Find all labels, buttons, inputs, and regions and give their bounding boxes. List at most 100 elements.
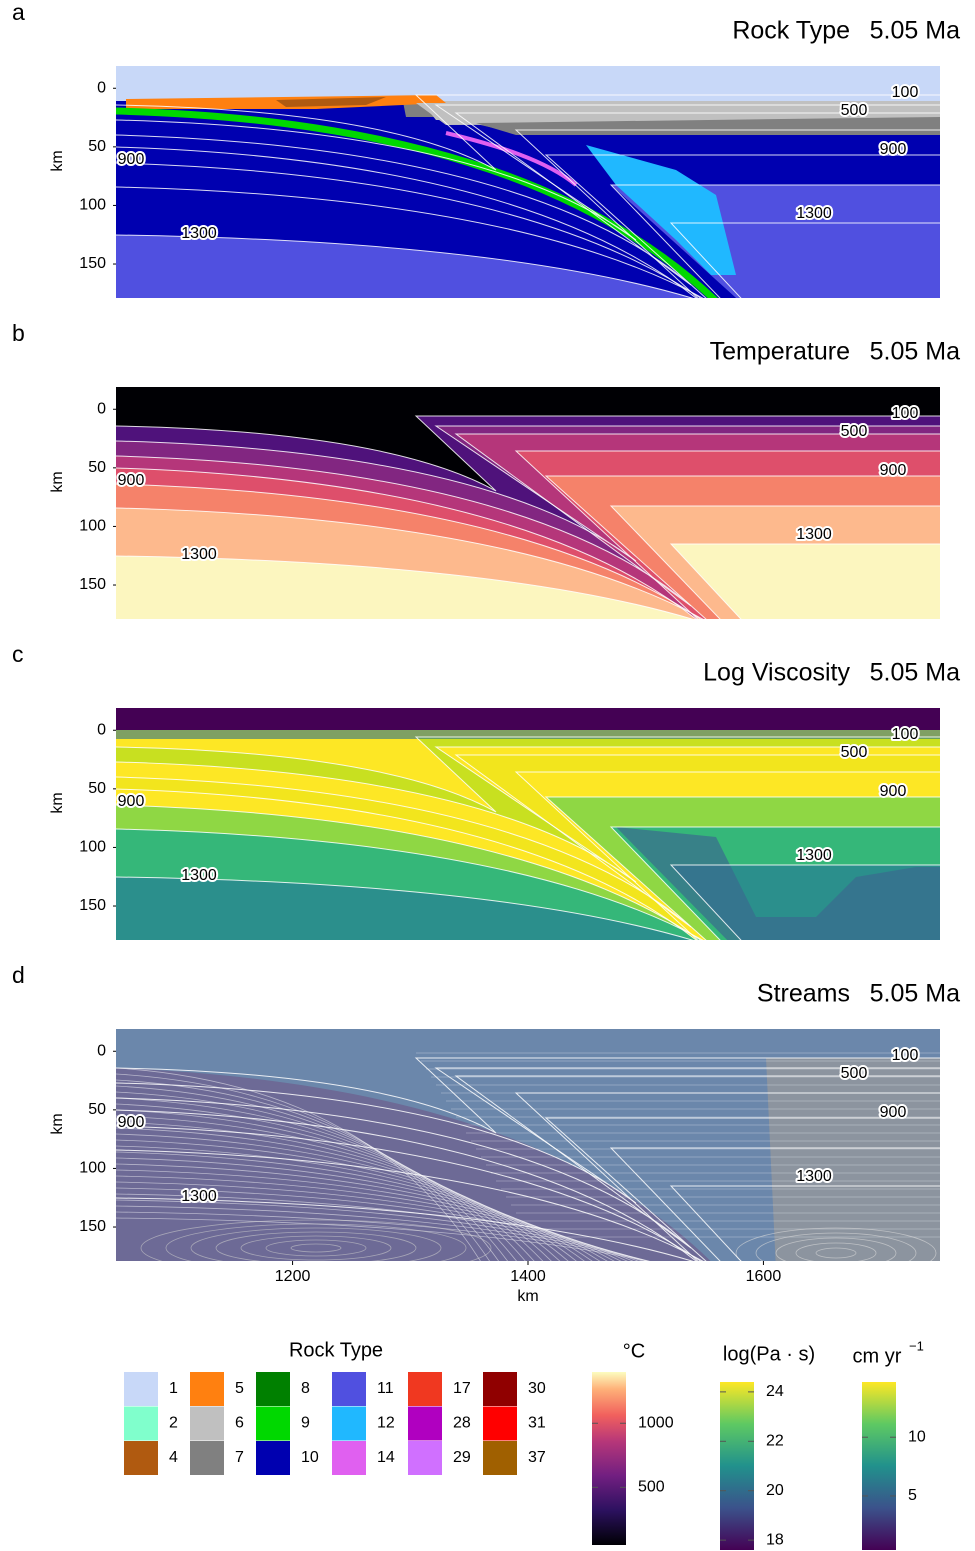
y-tick-label: 50 xyxy=(88,780,106,797)
isotherm xyxy=(116,129,940,298)
isotherm-label: 500 xyxy=(841,1065,868,1082)
slab-flow xyxy=(116,1029,940,1261)
y-tick-label: 50 xyxy=(88,459,106,476)
isotherm-label: 1300 xyxy=(181,225,217,242)
y-tick-label: 150 xyxy=(79,1218,106,1235)
legend-swatch xyxy=(408,1441,442,1475)
streamline xyxy=(116,1205,650,1261)
isotherm-label: 100 xyxy=(892,84,919,101)
isotherm xyxy=(116,864,940,940)
legend-swatch xyxy=(483,1441,517,1475)
legend-label: 1 xyxy=(169,1380,178,1397)
isotherm-label: 900 xyxy=(118,1114,145,1131)
eddy xyxy=(190,1227,442,1261)
y-tick-label: 0 xyxy=(97,400,106,417)
weak-wedge xyxy=(616,827,940,940)
isotherm xyxy=(116,746,940,883)
right-flow xyxy=(766,1058,940,1261)
field xyxy=(116,66,940,298)
streamline xyxy=(116,1211,651,1261)
isotherm-label: 1300 xyxy=(796,205,832,222)
legend-label: 9 xyxy=(301,1415,310,1432)
colorbar-tick-label: 500 xyxy=(638,1479,665,1496)
streamline xyxy=(116,1079,499,1261)
streamline xyxy=(116,1073,490,1261)
streamline xyxy=(116,1181,634,1261)
panel-title: Streams xyxy=(757,980,850,1008)
isotherm xyxy=(116,475,940,619)
isotherm xyxy=(116,505,940,619)
isotherm-label: 500 xyxy=(841,102,868,119)
colorbar-label: log(Pa · s) xyxy=(723,1343,815,1365)
x-tick-label: 1600 xyxy=(746,1268,782,1285)
eddy xyxy=(735,1227,937,1261)
legend-label: 29 xyxy=(453,1449,471,1466)
streamline xyxy=(116,1115,552,1261)
y-axis-label: km xyxy=(49,471,66,492)
y-tick-label: 100 xyxy=(79,839,106,856)
colorbar xyxy=(720,1382,754,1550)
isotherm xyxy=(116,736,940,813)
isotherm xyxy=(116,1075,940,1249)
legend-swatch xyxy=(408,1406,442,1441)
colorbar-tick-label: 10 xyxy=(908,1428,926,1445)
legend-label: 28 xyxy=(453,1415,471,1432)
isotherm-label: 500 xyxy=(841,744,868,761)
isotherm-label: 100 xyxy=(892,726,919,743)
streamline xyxy=(116,1109,544,1261)
streamline xyxy=(116,1085,508,1261)
eddy xyxy=(165,1223,467,1261)
panel-letter: b xyxy=(12,320,25,346)
streamline xyxy=(116,1175,628,1261)
colorbar-tick-label: 24 xyxy=(766,1383,784,1400)
legend-label: 12 xyxy=(377,1415,395,1432)
legend-label: 30 xyxy=(528,1380,546,1397)
legend-label: 7 xyxy=(235,1449,244,1466)
y-tick-label: 0 xyxy=(97,721,106,738)
eddy xyxy=(240,1235,392,1261)
isotherm xyxy=(116,184,940,298)
legend-label: 31 xyxy=(528,1415,546,1432)
legend-swatch xyxy=(256,1441,290,1475)
x-tick-label: 1200 xyxy=(275,1268,311,1285)
panel-letter: a xyxy=(12,0,25,25)
isotherm-label: 900 xyxy=(880,783,907,800)
streamline xyxy=(116,1091,517,1261)
x-tick-label: 1400 xyxy=(510,1268,546,1285)
isotherm xyxy=(116,826,940,940)
panel-time: 5.05 Ma xyxy=(870,980,960,1008)
streamline xyxy=(116,1133,577,1261)
y-axis-label: km xyxy=(49,1113,66,1134)
eddy xyxy=(795,1242,877,1261)
y-tick-label: 0 xyxy=(97,1042,106,1059)
panel-time: 5.05 Ma xyxy=(870,659,960,687)
isotherm xyxy=(116,433,940,607)
slab-crust xyxy=(116,107,718,298)
isotherm-label: 1300 xyxy=(181,546,217,563)
colorbar xyxy=(862,1382,896,1550)
legend-label: 14 xyxy=(377,1449,395,1466)
eddy xyxy=(815,1247,857,1259)
streamline xyxy=(116,1163,615,1261)
isotherm xyxy=(116,1092,940,1261)
isotherm-label: 100 xyxy=(892,1047,919,1064)
field xyxy=(116,708,940,940)
isotherm xyxy=(116,1147,940,1261)
panel-title: Log Viscosity xyxy=(703,659,850,687)
y-tick-label: 150 xyxy=(79,576,106,593)
isotherm-label: 900 xyxy=(880,141,907,158)
colorbar-tick-label: 22 xyxy=(766,1433,784,1450)
panel-title: Temperature xyxy=(710,338,850,366)
isotherm-label: 1300 xyxy=(181,867,217,884)
streamline xyxy=(116,1169,622,1261)
legend-swatch xyxy=(408,1372,442,1406)
legend-swatch xyxy=(124,1372,158,1406)
eddy xyxy=(265,1239,367,1257)
colorbar-tick-label: 18 xyxy=(766,1531,784,1548)
legend-swatch xyxy=(190,1406,224,1441)
isotherm-label: 1300 xyxy=(796,847,832,864)
y-tick-label: 100 xyxy=(79,1160,106,1177)
y-axis-label: km xyxy=(49,150,66,171)
isotherm xyxy=(116,425,940,562)
